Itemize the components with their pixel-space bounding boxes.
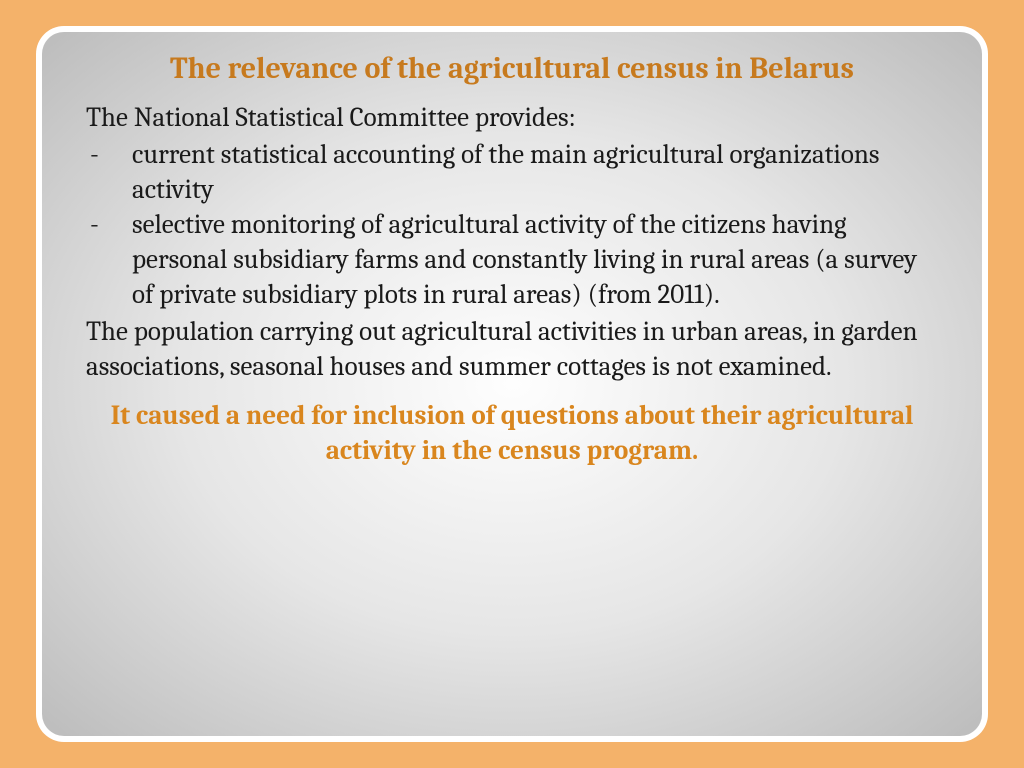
bullet-item: - current statistical accounting of the …	[86, 137, 938, 207]
slide-body: The National Statistical Committee provi…	[86, 100, 938, 385]
bullet-item: - selective monitoring of agricultural a…	[86, 207, 938, 312]
slide-card: The relevance of the agricultural census…	[36, 26, 988, 742]
conclusion-text: It caused a need for inclusion of questi…	[86, 398, 938, 468]
bullet-text: current statistical accounting of the ma…	[132, 137, 938, 207]
slide-panel: The relevance of the agricultural census…	[42, 32, 982, 736]
paragraph-text: The population carrying out agricultural…	[86, 314, 938, 384]
lead-text: The National Statistical Committee provi…	[86, 100, 938, 135]
bullet-dash: -	[86, 137, 132, 207]
bullet-text: selective monitoring of agricultural act…	[132, 207, 938, 312]
slide-title: The relevance of the agricultural census…	[86, 50, 938, 88]
bullet-dash: -	[86, 207, 132, 312]
